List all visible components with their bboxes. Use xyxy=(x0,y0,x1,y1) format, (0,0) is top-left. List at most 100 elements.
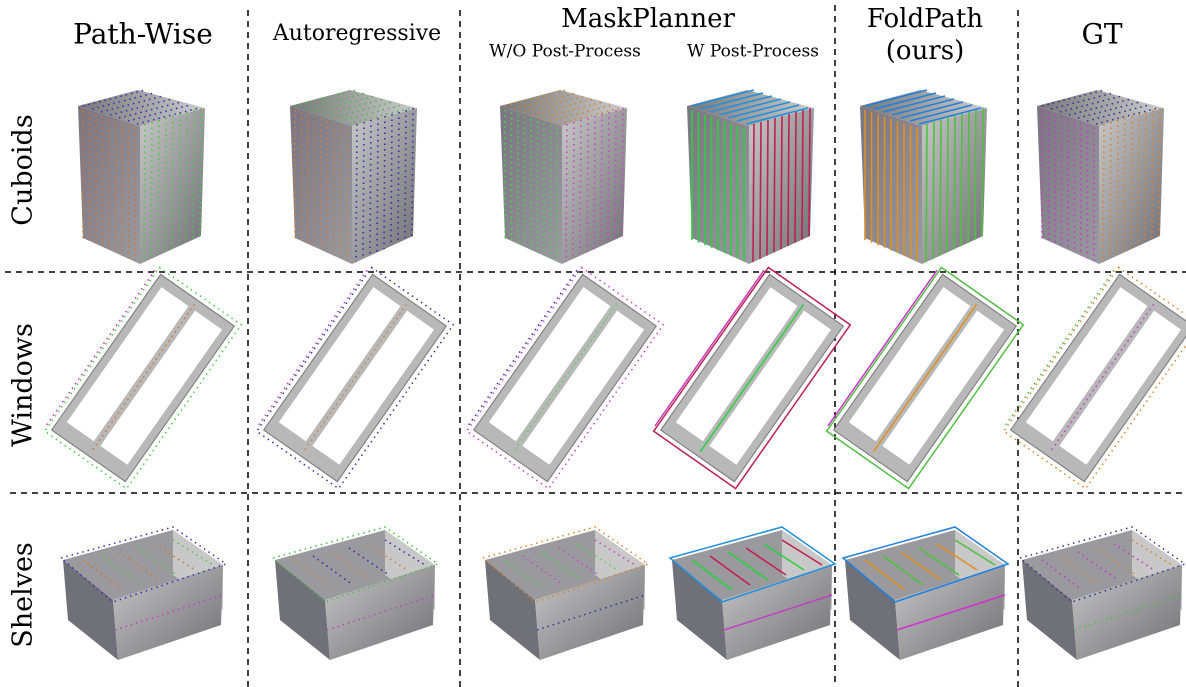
path-trace xyxy=(763,543,805,571)
window-pane xyxy=(312,310,435,465)
path-trace xyxy=(727,101,791,119)
path-trace xyxy=(465,266,665,490)
path-trace xyxy=(467,269,578,427)
path-trace xyxy=(384,539,426,566)
window xyxy=(825,266,1025,490)
path-trace xyxy=(1049,303,1155,453)
shelf-front xyxy=(672,560,727,660)
path-trace xyxy=(872,303,978,453)
render-cell xyxy=(668,526,837,660)
render-cell xyxy=(841,526,1010,660)
render-cell xyxy=(465,266,665,490)
path-trace xyxy=(841,526,1010,603)
path-trace xyxy=(723,594,833,631)
path-trace xyxy=(909,104,973,122)
path-trace xyxy=(45,269,156,427)
path-trace xyxy=(801,109,804,240)
row-label: Windows xyxy=(8,323,39,447)
path-trace xyxy=(891,98,955,116)
render-cell xyxy=(1037,89,1164,264)
window-pane xyxy=(66,287,189,442)
column-header: GT xyxy=(1081,18,1122,51)
path-trace xyxy=(302,303,408,453)
window-pane xyxy=(278,287,401,442)
path-trace xyxy=(164,117,167,253)
path-trace xyxy=(172,539,214,566)
path-trace xyxy=(114,594,224,631)
path-trace xyxy=(572,121,575,259)
path-trace xyxy=(1116,119,1119,256)
path-trace xyxy=(709,95,773,113)
path-trace xyxy=(691,559,733,591)
path-trace xyxy=(882,95,946,113)
path-trace xyxy=(362,121,365,259)
path-trace xyxy=(727,551,769,581)
path-trace xyxy=(383,115,386,250)
path-trace xyxy=(691,89,755,107)
path-trace xyxy=(794,111,797,243)
path-trace xyxy=(576,543,618,571)
path-trace xyxy=(326,594,436,631)
path-trace xyxy=(925,123,928,263)
path-trace xyxy=(1137,113,1140,247)
render-cell xyxy=(271,526,440,660)
cuboid-side xyxy=(352,108,417,264)
window-pane xyxy=(522,310,645,465)
column-header: Path-Wise xyxy=(73,18,213,51)
path-trace xyxy=(1123,117,1126,253)
sub-column-header: W/O Post-Process xyxy=(489,42,641,62)
window-pane xyxy=(1059,310,1182,465)
path-trace xyxy=(1131,539,1173,566)
path-trace xyxy=(780,115,783,250)
path-trace xyxy=(481,526,650,603)
shelf-front xyxy=(1022,560,1077,660)
cuboid-side xyxy=(140,108,205,264)
path-trace xyxy=(536,594,646,631)
column-header: FoldPath xyxy=(867,4,984,34)
row-label: Shelves xyxy=(8,542,39,648)
path-trace xyxy=(700,92,764,110)
path-trace xyxy=(1073,594,1183,631)
path-trace xyxy=(781,539,823,566)
path-trace xyxy=(143,123,146,263)
cuboid-side xyxy=(1099,108,1164,264)
window-frame xyxy=(262,273,448,483)
path-trace xyxy=(736,104,800,122)
path-trace xyxy=(652,266,852,490)
render-cell xyxy=(78,89,205,264)
path-trace xyxy=(255,266,455,490)
path-trace xyxy=(369,119,372,256)
path-trace xyxy=(654,269,765,427)
path-trace xyxy=(953,115,956,250)
window xyxy=(1002,266,1186,490)
path-trace xyxy=(586,117,589,253)
path-trace xyxy=(825,266,1025,490)
render-cell xyxy=(290,89,417,264)
path-trace xyxy=(873,92,937,110)
cuboid-side xyxy=(562,108,627,264)
path-trace xyxy=(699,303,805,453)
path-trace xyxy=(565,123,568,263)
path-trace xyxy=(59,526,228,603)
window xyxy=(43,266,243,490)
path-trace xyxy=(171,115,174,250)
render-cell xyxy=(860,89,987,264)
path-trace xyxy=(773,117,776,253)
path-trace xyxy=(178,113,181,247)
render-cell xyxy=(687,89,814,264)
render-cell xyxy=(255,266,455,490)
shelf-front xyxy=(63,560,118,660)
path-trace xyxy=(709,555,751,586)
path-trace xyxy=(154,543,196,571)
column-sublabel: (ours) xyxy=(886,36,964,66)
path-trace xyxy=(946,117,949,253)
path-trace xyxy=(936,543,978,571)
window-pane xyxy=(675,287,798,442)
window-pane xyxy=(1025,287,1148,442)
path-trace xyxy=(600,113,603,247)
path-trace xyxy=(390,113,393,247)
window-pane xyxy=(488,287,611,442)
path-trace xyxy=(918,107,982,125)
